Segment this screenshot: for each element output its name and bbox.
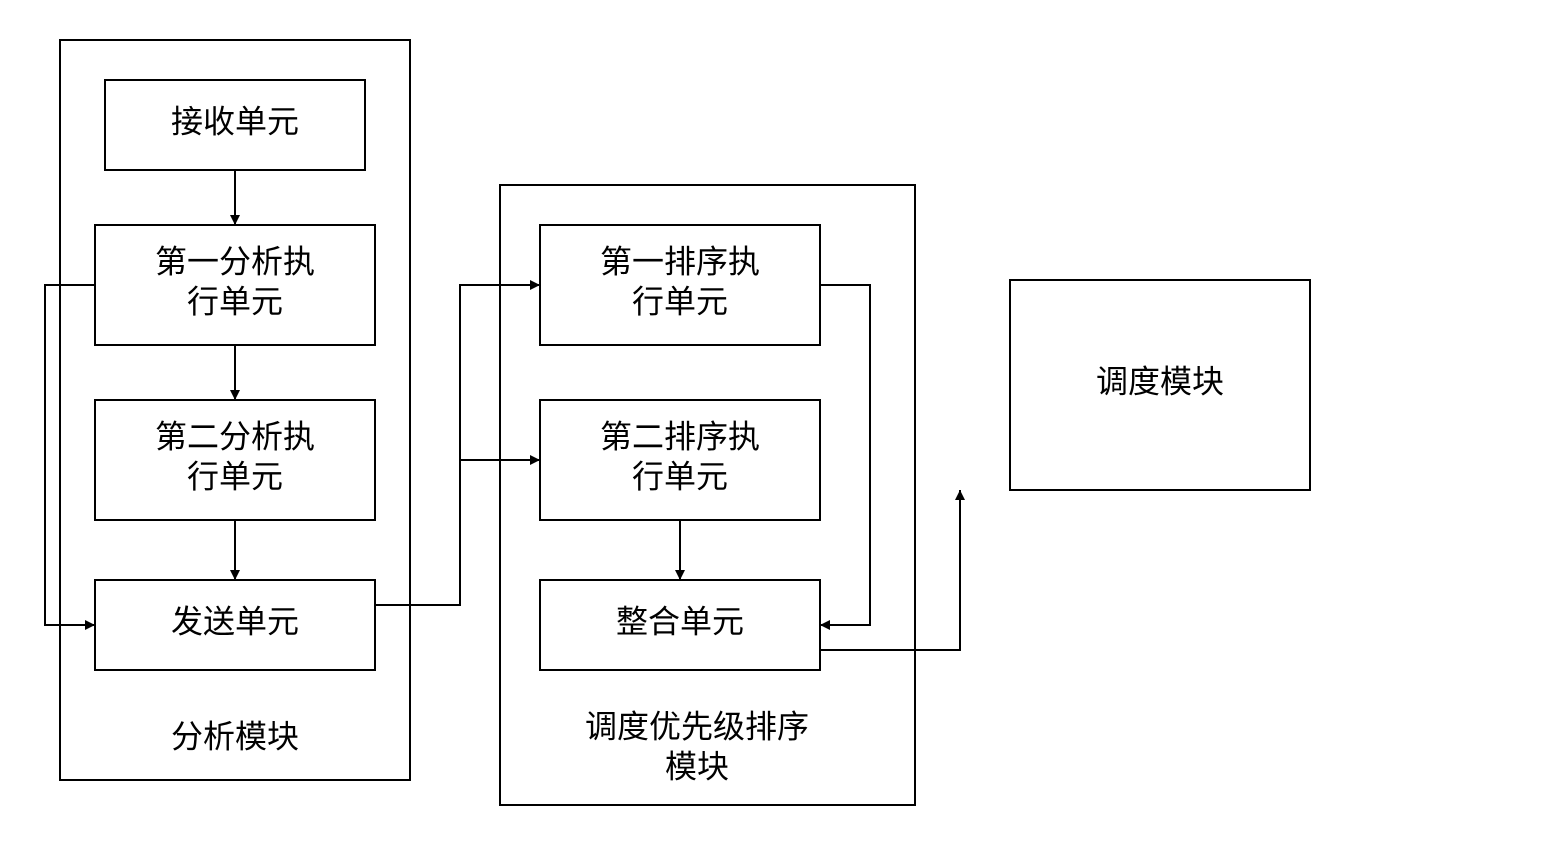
node-label: 第二排序执 <box>600 418 760 454</box>
node-dispatch: 调度模块 <box>1010 280 1310 490</box>
node-integ: 整合单元 <box>540 580 820 670</box>
node-sort2: 第二排序执行单元 <box>540 400 820 520</box>
node-label: 整合单元 <box>616 603 744 639</box>
node-sort1: 第一排序执行单元 <box>540 225 820 345</box>
node-send: 发送单元 <box>95 580 375 670</box>
module-label: 分析模块 <box>171 718 299 754</box>
module-label: 模块 <box>665 748 729 784</box>
node-label: 第二分析执 <box>155 418 315 454</box>
module-label: 调度优先级排序 <box>585 708 809 744</box>
edge <box>375 285 540 605</box>
node-recv: 接收单元 <box>105 80 365 170</box>
node-an1: 第一分析执行单元 <box>95 225 375 345</box>
node-label: 接收单元 <box>171 103 299 139</box>
node-label: 行单元 <box>632 283 728 319</box>
edge <box>45 285 95 625</box>
flowchart-diagram: 接收单元第一分析执行单元第二分析执行单元发送单元第一排序执行单元第二排序执行单元… <box>0 0 1560 858</box>
node-label: 调度模块 <box>1096 363 1224 399</box>
node-label: 发送单元 <box>171 603 299 639</box>
node-label: 行单元 <box>187 458 283 494</box>
node-label: 行单元 <box>632 458 728 494</box>
node-label: 第一分析执 <box>155 243 315 279</box>
edge <box>820 285 870 625</box>
node-label: 行单元 <box>187 283 283 319</box>
node-label: 第一排序执 <box>600 243 760 279</box>
node-an2: 第二分析执行单元 <box>95 400 375 520</box>
